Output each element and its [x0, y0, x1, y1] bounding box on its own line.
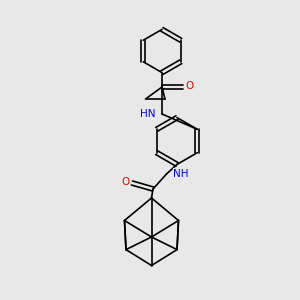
Text: NH: NH	[173, 169, 189, 179]
Text: HN: HN	[140, 109, 155, 119]
Text: O: O	[121, 177, 130, 188]
Text: O: O	[185, 81, 194, 92]
